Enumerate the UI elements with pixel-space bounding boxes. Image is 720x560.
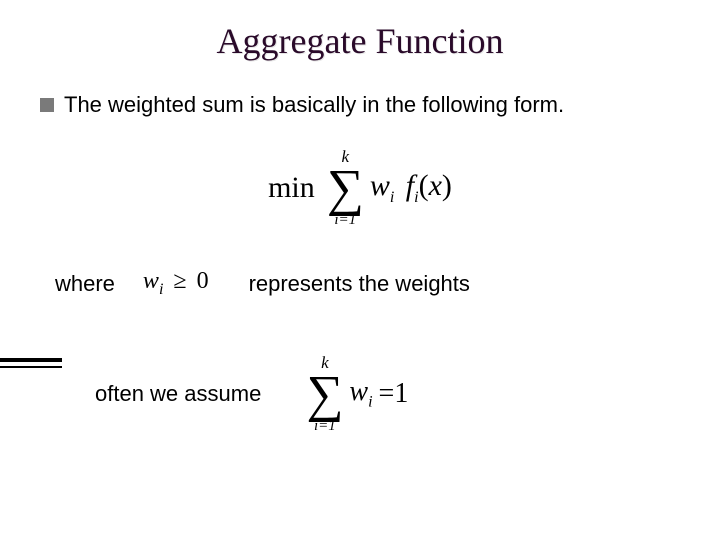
w-sub: i <box>390 189 394 206</box>
where-label: where <box>55 271 115 297</box>
open-paren: ( <box>419 169 429 202</box>
min-prefix: min <box>268 171 315 205</box>
where-row: where wi ≥ 0 represents the weights <box>55 268 720 299</box>
bullet-row: The weighted sum is basically in the fol… <box>40 92 680 118</box>
formula-body: wi fi(x) <box>370 169 452 207</box>
sigma-lower: i=1 <box>334 213 356 228</box>
sum-constraint: k ∑ i=1 wi = 1 <box>306 354 408 434</box>
w-var: w <box>370 169 390 202</box>
one-val: 1 <box>394 378 408 410</box>
square-bullet-icon <box>40 98 54 112</box>
x-var: x <box>429 169 442 202</box>
represents-text: represents the weights <box>249 271 470 297</box>
assume-row: often we assume k ∑ i=1 wi = 1 <box>95 354 720 434</box>
assume-label: often we assume <box>95 381 261 407</box>
ge-symbol: ≥ <box>173 268 186 294</box>
w-sub-2: i <box>159 281 163 298</box>
main-formula: min k ∑ i=1 wi fi(x) <box>0 148 720 228</box>
decorative-rule-thick <box>0 358 62 362</box>
bullet-text: The weighted sum is basically in the fol… <box>64 92 564 118</box>
slide-title: Aggregate Function <box>0 20 720 62</box>
sigma-icon: k ∑ i=1 <box>327 148 364 228</box>
eq-symbol: = <box>379 378 395 410</box>
sigma-lower-2: i=1 <box>314 419 336 434</box>
w-var-2: w <box>143 268 159 294</box>
zero-val: 0 <box>197 268 209 294</box>
w-var-3: w <box>349 376 368 407</box>
sigma-symbol-2: ∑ <box>306 373 343 417</box>
close-paren: ) <box>442 169 452 202</box>
weight-condition: wi ≥ 0 <box>143 268 209 299</box>
f-var: f <box>406 169 414 202</box>
sigma-icon-2: k ∑ i=1 <box>306 354 343 434</box>
sigma-symbol: ∑ <box>327 167 364 211</box>
decorative-rule-thin <box>0 366 62 368</box>
w-sub-3: i <box>368 394 372 411</box>
